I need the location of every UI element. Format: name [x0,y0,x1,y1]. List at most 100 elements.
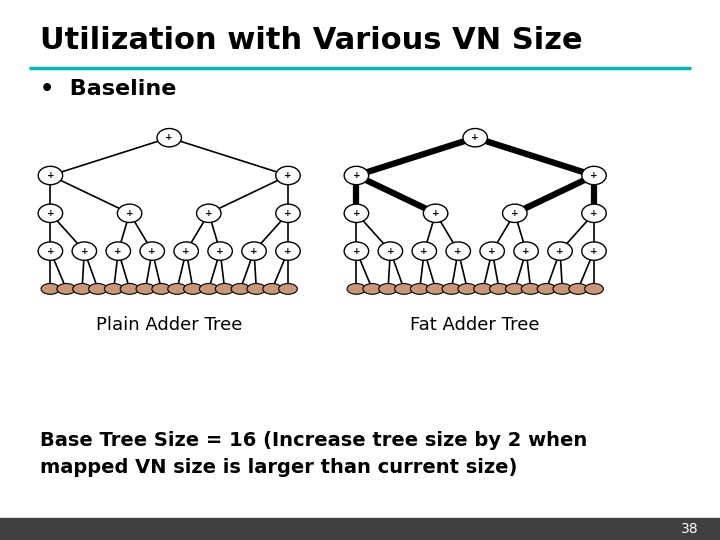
Text: +: + [114,247,122,255]
Circle shape [463,129,487,147]
Ellipse shape [231,284,250,294]
Text: +: + [511,209,518,218]
Ellipse shape [136,284,155,294]
Text: Utilization with Various VN Size: Utilization with Various VN Size [40,26,582,55]
Circle shape [242,242,266,260]
Text: +: + [148,247,156,255]
Ellipse shape [395,284,413,294]
Circle shape [480,242,505,260]
Circle shape [157,129,181,147]
Ellipse shape [363,284,382,294]
Text: Plain Adder Tree: Plain Adder Tree [96,316,243,334]
Ellipse shape [458,284,477,294]
Text: •  Baseline: • Baseline [40,79,176,99]
Circle shape [344,204,369,222]
Circle shape [140,242,164,260]
Circle shape [503,204,527,222]
Ellipse shape [73,284,91,294]
Circle shape [72,242,96,260]
Ellipse shape [505,284,524,294]
Ellipse shape [410,284,429,294]
Ellipse shape [379,284,397,294]
Circle shape [582,166,606,185]
Ellipse shape [215,284,234,294]
Text: +: + [420,247,428,255]
Text: +: + [182,247,190,255]
Circle shape [378,242,402,260]
Circle shape [38,242,63,260]
Circle shape [423,204,448,222]
Text: +: + [251,247,258,255]
Text: +: + [216,247,224,255]
Text: +: + [590,247,598,255]
Circle shape [276,242,300,260]
Text: +: + [454,247,462,255]
Ellipse shape [426,284,445,294]
Circle shape [106,242,130,260]
Circle shape [38,204,63,222]
Text: Base Tree Size = 16 (Increase tree size by 2 when: Base Tree Size = 16 (Increase tree size … [40,430,587,450]
Text: +: + [205,209,212,218]
Text: +: + [488,247,496,255]
Ellipse shape [442,284,461,294]
Ellipse shape [120,284,139,294]
Text: +: + [126,209,133,218]
Text: +: + [590,209,598,218]
Text: +: + [472,133,479,142]
Ellipse shape [104,284,123,294]
Text: +: + [81,247,88,255]
Circle shape [344,166,369,185]
Text: +: + [166,133,173,142]
Circle shape [412,242,436,260]
Circle shape [117,204,142,222]
Text: +: + [353,209,360,218]
Ellipse shape [553,284,572,294]
Bar [0,518,720,540]
Text: Fat Adder Tree: Fat Adder Tree [410,316,540,334]
Ellipse shape [199,284,218,294]
Circle shape [276,166,300,185]
Ellipse shape [41,284,60,294]
Circle shape [446,242,470,260]
Circle shape [582,204,606,222]
Text: 38: 38 [681,522,698,536]
Text: +: + [432,209,439,218]
Ellipse shape [474,284,492,294]
Circle shape [276,204,300,222]
Ellipse shape [247,284,266,294]
Ellipse shape [168,284,186,294]
Text: +: + [284,247,292,255]
Text: +: + [47,247,54,255]
Text: +: + [353,247,360,255]
Text: +: + [557,247,564,255]
Ellipse shape [585,284,603,294]
Text: +: + [47,171,54,180]
Text: +: + [522,247,530,255]
Circle shape [208,242,233,260]
Text: +: + [590,171,598,180]
Ellipse shape [347,284,366,294]
Text: +: + [387,247,394,255]
Circle shape [582,242,606,260]
Ellipse shape [263,284,282,294]
Circle shape [174,242,199,260]
Ellipse shape [152,284,171,294]
Text: +: + [353,171,360,180]
Text: mapped VN size is larger than current size): mapped VN size is larger than current si… [40,457,517,477]
Text: +: + [284,209,292,218]
Circle shape [344,242,369,260]
Ellipse shape [57,284,76,294]
Circle shape [197,204,221,222]
Text: +: + [47,209,54,218]
Ellipse shape [89,284,107,294]
Circle shape [514,242,539,260]
Circle shape [548,242,572,260]
Circle shape [38,166,63,185]
Ellipse shape [537,284,556,294]
Text: +: + [284,171,292,180]
Ellipse shape [521,284,540,294]
Ellipse shape [569,284,588,294]
Ellipse shape [490,284,508,294]
Ellipse shape [184,284,202,294]
Ellipse shape [279,284,297,294]
